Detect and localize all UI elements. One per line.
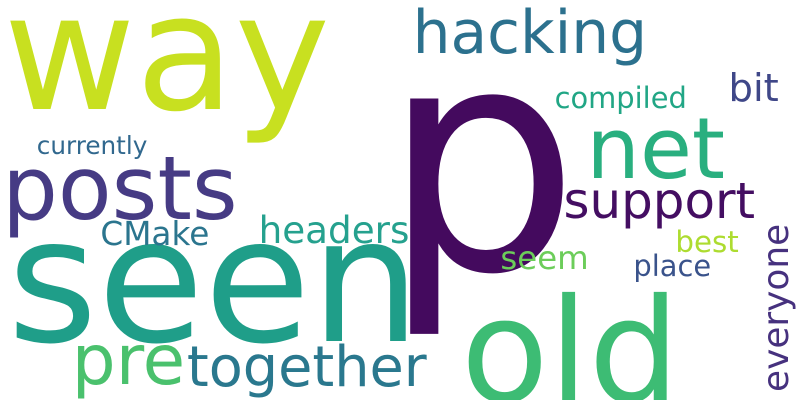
word-way: way bbox=[3, 0, 331, 148]
word-place: place bbox=[633, 249, 712, 283]
word-net: net bbox=[586, 100, 726, 198]
word-together: together bbox=[186, 335, 427, 400]
word-posts: posts bbox=[2, 136, 238, 240]
word-p: p bbox=[381, 0, 580, 343]
word-bit: bit bbox=[728, 66, 779, 111]
word-support: support bbox=[563, 172, 756, 231]
word-everyone: everyone bbox=[756, 223, 798, 392]
word-pre: pre bbox=[71, 320, 186, 400]
word-seen: seen bbox=[7, 180, 421, 383]
word-best: best bbox=[675, 225, 739, 259]
word-hacking: hacking bbox=[412, 0, 648, 69]
word-headers: headers bbox=[258, 208, 410, 252]
word-seem: seem bbox=[500, 238, 589, 277]
word-old: old bbox=[460, 268, 680, 400]
word-CMake: CMake bbox=[100, 215, 210, 253]
word-currently: currently bbox=[36, 131, 148, 160]
word-compiled: compiled bbox=[554, 81, 687, 115]
